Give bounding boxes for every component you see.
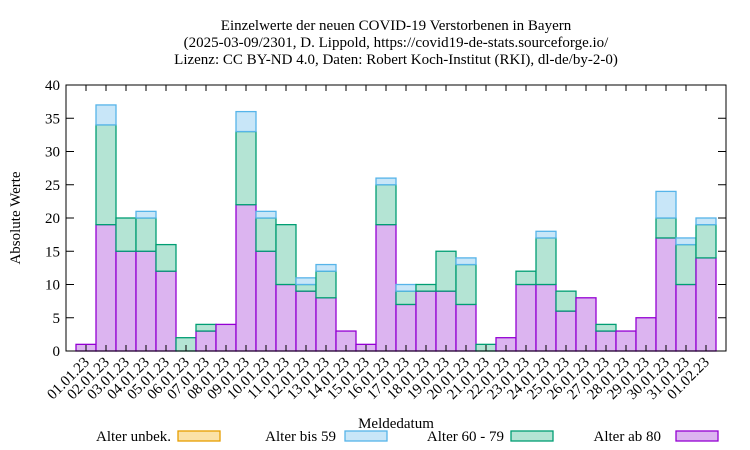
bar-segment: [655, 217, 677, 239]
bar-segment: [275, 283, 297, 352]
bar-segment: [415, 283, 437, 292]
legend-swatch: [177, 430, 221, 442]
legend: Alter unbek. Alter bis 59 Alter 60 - 79 Alt…: [96, 429, 719, 445]
bar-segment: [435, 250, 457, 292]
legend-label: Alter ab 80: [594, 429, 661, 445]
bar-segment: [115, 217, 137, 252]
bar-segment: [415, 290, 437, 352]
bar-segment: [535, 237, 557, 286]
bar-segment: [535, 230, 557, 239]
bar-segment: [455, 257, 477, 266]
bar-segment: [115, 250, 137, 352]
bar-segment: [235, 130, 257, 206]
bar-segment: [395, 303, 417, 352]
bar-segment: [515, 283, 537, 352]
bar-segment: [255, 250, 277, 352]
y-tick-label: 35: [45, 111, 60, 127]
bar-segment: [515, 270, 537, 286]
bar-segment: [155, 243, 177, 272]
bar-segment: [95, 124, 117, 226]
bar-segment: [375, 177, 397, 186]
y-tick-label: 5: [53, 311, 61, 327]
bar-segment: [255, 210, 277, 219]
bar-segment: [135, 210, 157, 219]
legend-label: Alter bis 59: [265, 429, 336, 445]
bar-segment: [315, 263, 337, 272]
y-tick-label: 15: [45, 244, 60, 260]
legend-swatch: [510, 430, 554, 442]
legend-label: Alter 60 - 79: [427, 429, 504, 445]
bar-segment: [295, 290, 317, 352]
bar-segment: [275, 223, 297, 286]
y-axis: 0 5 10 15 20 25 30 35 40: [45, 78, 726, 360]
title-line: (2025-03-09/2301, D. Lippold, https://co…: [184, 35, 609, 51]
y-tick-label: 25: [45, 178, 60, 194]
bar-segment: [675, 243, 697, 286]
legend-swatch: [344, 430, 388, 442]
bar-segment: [295, 277, 317, 286]
bar-segment: [135, 250, 157, 352]
bar-segment: [95, 104, 117, 126]
bar-segment: [695, 217, 717, 226]
bar-segment: [575, 297, 597, 352]
title-line: Lizenz: CC BY-ND 4.0, Daten: Robert Koch…: [174, 52, 618, 68]
bar-segment: [395, 283, 417, 292]
bar-segment: [455, 263, 477, 306]
bar-segment: [135, 217, 157, 252]
y-tick-label: 40: [45, 78, 60, 94]
x-axis-title: Meldedatum: [358, 416, 434, 432]
bar-segment: [315, 270, 337, 299]
bar-segment: [655, 190, 677, 219]
bar-segment: [675, 237, 697, 246]
y-tick-label: 10: [45, 278, 60, 294]
bar-segment: [195, 323, 217, 332]
bar-segment: [595, 323, 617, 332]
bar-segment: [435, 290, 457, 352]
y-tick-label: 0: [53, 344, 61, 360]
y-tick-label: 20: [45, 211, 60, 227]
bar-segment: [455, 303, 477, 352]
legend-swatch: [675, 430, 719, 442]
legend-label: Alter unbek.: [96, 429, 171, 445]
y-axis-title: Absolute Werte: [8, 171, 24, 264]
bar-segment: [95, 223, 117, 352]
y-tick-label: 30: [45, 145, 60, 161]
bar-segment: [675, 283, 697, 352]
bar-segment: [375, 223, 397, 352]
bar-segment: [555, 290, 577, 312]
bar-segment: [255, 217, 277, 252]
bar-segment: [295, 283, 317, 292]
title-line: Einzelwerte der neuen COVID-19 Verstorbe…: [221, 18, 572, 34]
bar-segment: [375, 184, 397, 226]
bar-segment: [655, 237, 677, 352]
bar-segment: [315, 297, 337, 352]
bars: [75, 104, 717, 352]
bar-segment: [695, 257, 717, 352]
bar-segment: [155, 270, 177, 352]
bar-segment: [695, 223, 717, 259]
bar-segment: [535, 283, 557, 352]
bar-segment: [395, 290, 417, 306]
chart-title: Einzelwerte der neuen COVID-19 Verstorbe…: [174, 18, 618, 68]
bar-segment: [235, 110, 257, 133]
bar-segment: [235, 204, 257, 352]
